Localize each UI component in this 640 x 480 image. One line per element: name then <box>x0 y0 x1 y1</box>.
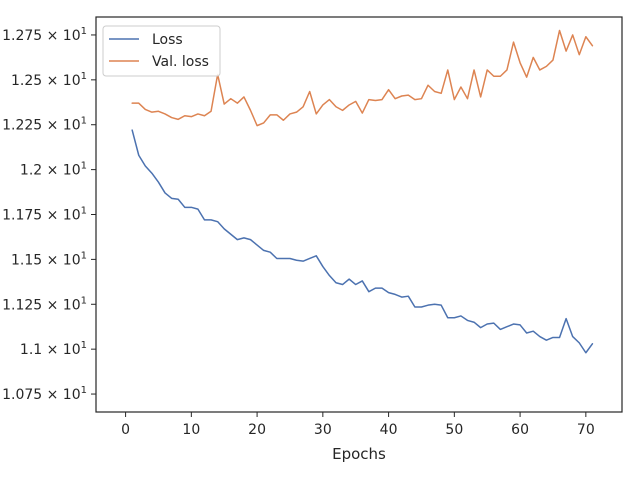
x-axis-label: Epochs <box>332 445 386 463</box>
x-tick-label: 60 <box>511 422 529 438</box>
x-tick-label: 70 <box>577 422 595 438</box>
x-tick-label: 10 <box>182 422 200 438</box>
legend: Loss Val. loss <box>102 25 221 77</box>
y-tick-label: 1.1 × 101 <box>20 340 87 358</box>
x-tick-label: 20 <box>248 422 266 438</box>
y-axis-ticks: 1.075 × 101 1.1 × 101 1.125 × 101 1.15 × 10… <box>2 26 96 403</box>
series-layer <box>131 29 594 354</box>
y-tick-label: 1.225 × 101 <box>2 116 87 134</box>
x-axis-ticks: 0 10 20 30 40 50 60 70 <box>121 412 595 438</box>
series-line-loss <box>131 129 594 354</box>
series-line-val-loss <box>131 29 594 127</box>
legend-label: Val. loss <box>152 54 209 70</box>
x-tick-label: 50 <box>445 422 463 438</box>
x-tick-label: 30 <box>314 422 332 438</box>
x-tick-label: 40 <box>380 422 398 438</box>
y-tick-label: 1.175 × 101 <box>2 206 87 224</box>
y-tick-label: 1.125 × 101 <box>2 295 87 313</box>
y-tick-label: 1.2 × 101 <box>20 161 87 179</box>
y-tick-label: 1.15 × 101 <box>11 250 87 268</box>
x-tick-label: 0 <box>121 422 130 438</box>
legend-label: Loss <box>152 32 183 48</box>
y-tick-label: 1.275 × 101 <box>2 26 87 44</box>
y-tick-label: 1.25 × 101 <box>11 71 87 89</box>
plot-area <box>96 17 622 412</box>
y-tick-label: 1.075 × 101 <box>2 385 87 403</box>
